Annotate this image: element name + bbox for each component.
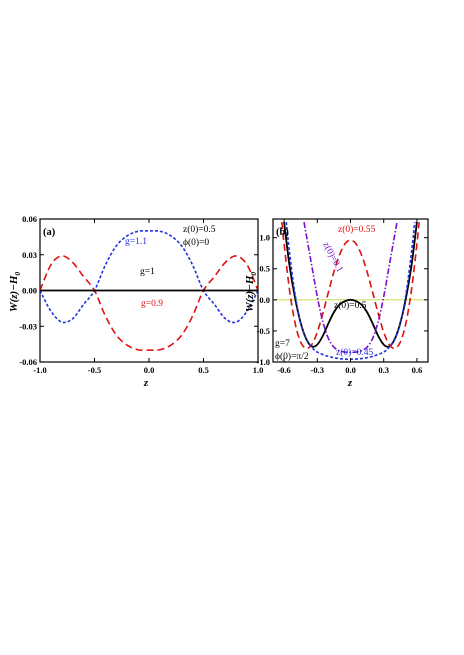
panel-b-ticks: -0.6 -0.3 0.0 0.3 0.6 -1.0 -0.5 0.0 0.5 1.0 — [257, 219, 428, 375]
panel-b-frame — [272, 218, 429, 363]
panel-a-ylabel-main: W(z)−H — [8, 275, 20, 312]
panel-b-label: (b) — [276, 227, 289, 238]
series-line-z-0-0.1 — [303, 221, 398, 354]
y-tick-label: 0.00 — [22, 286, 37, 296]
y-tick-label: 0.03 — [22, 250, 37, 260]
panel-b-param-g: g=7 — [275, 339, 290, 349]
x-tick-label: -0.3 — [311, 365, 324, 375]
label-g-1: g=1 — [140, 267, 155, 277]
x-tick-label: 0.0 — [144, 365, 155, 375]
x-tick-label: 1.0 — [253, 365, 264, 375]
x-tick-label: -0.6 — [277, 365, 290, 375]
label-z0-0.55: z(0)=0.55 — [338, 224, 376, 235]
y-tick-label: 0.5 — [259, 264, 270, 274]
panel-a-series — [40, 229, 258, 352]
panel-b-series — [273, 221, 428, 361]
y-tick-label: -0.03 — [19, 321, 37, 331]
panel-b-ylabel: W(z)−H0 — [244, 272, 258, 313]
series-line-z-0-0.55 — [281, 222, 420, 350]
x-tick-label: 0.3 — [378, 365, 389, 375]
series-line-g-0.9 — [40, 255, 258, 352]
y-tick-label: 0.06 — [22, 214, 37, 224]
label-z0-0.1: z(0)=0.1 — [320, 240, 345, 274]
y-tick-label: -0.5 — [257, 326, 270, 336]
panel-b-ylabel-main: W(z)−H — [244, 275, 256, 312]
label-z0-0.5: z(0)=0.5 — [334, 300, 367, 311]
panel-b-param-phi0: ϕ(0)=π/2 — [275, 351, 309, 362]
panel-b: -0.6 -0.3 0.0 0.3 0.6 -1.0 -0.5 0.0 0.5 1.0 (b) z… — [244, 218, 429, 389]
panel-a-param-phi0: ϕ(0)=0 — [183, 237, 209, 248]
panel-a-ticks: -1.0 -0.5 0.0 0.5 1.0 -0.06 -0.03 0.00 0.03 0.06 — [19, 214, 263, 375]
label-g-0.9: g=0.9 — [141, 299, 163, 309]
panel-a-xlabel: z — [143, 377, 149, 389]
panel-b-xlabel: z — [347, 377, 353, 389]
x-tick-label: -0.5 — [88, 365, 101, 375]
panel-a-label: (a) — [43, 227, 56, 238]
series-line-z-0-0.5 — [283, 221, 418, 348]
series-line-g-1.1 — [40, 229, 258, 324]
x-tick-label: 0.5 — [198, 365, 209, 375]
x-tick-label: 0.6 — [412, 365, 423, 375]
panel-a-param-z0: z(0)=0.5 — [183, 224, 216, 235]
label-z0-0.45: z(0)=0.45 — [336, 347, 374, 358]
x-tick-label: 0.0 — [345, 365, 356, 375]
y-tick-label: 0.0 — [259, 295, 270, 305]
y-tick-label: -0.06 — [19, 357, 37, 367]
y-tick-label: -1.0 — [257, 357, 270, 367]
panel-a: -1.0 -0.5 0.0 0.5 1.0-0.06-0.030.000.030.06 … — [8, 214, 263, 389]
panel-a-ylabel-sub: 0 — [13, 272, 22, 276]
panel-a-ylabel: W(z)−H0 — [8, 272, 22, 313]
label-g-1.1: g=1.1 — [125, 237, 147, 247]
x-tick-label: -1.0 — [33, 365, 46, 375]
y-tick-label: 1.0 — [259, 233, 270, 243]
panel-b-ylabel-sub: 0 — [249, 272, 258, 276]
